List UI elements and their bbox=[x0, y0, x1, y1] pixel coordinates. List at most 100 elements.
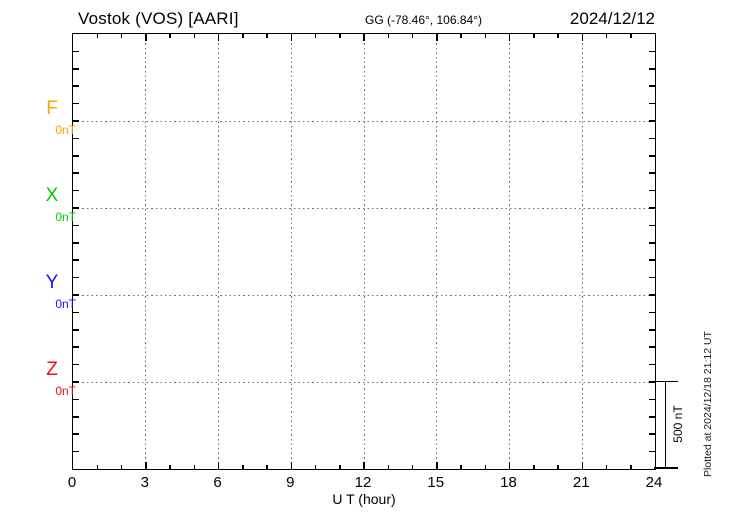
x-tick-label-24: 24 bbox=[645, 474, 663, 491]
right-tick-6 bbox=[649, 137, 655, 140]
right-tick-23 bbox=[649, 433, 655, 435]
right-tick-4 bbox=[649, 102, 655, 105]
top-tick-hour-8 bbox=[266, 34, 268, 38]
zero-gridline-X bbox=[73, 207, 655, 209]
vertical-gridline-hour-12 bbox=[363, 34, 365, 469]
top-tick-hour-2 bbox=[120, 34, 123, 38]
right-tick-21 bbox=[649, 398, 655, 401]
left-tick-17 bbox=[73, 329, 79, 331]
bottom-tick-hour-6 bbox=[217, 462, 220, 469]
component-label-Z: Z bbox=[46, 359, 58, 380]
left-tick-19 bbox=[73, 363, 79, 366]
top-tick-hour-6 bbox=[217, 34, 220, 41]
x-tick-label-15: 15 bbox=[427, 474, 445, 491]
right-tick-12 bbox=[649, 242, 655, 244]
left-tick-24 bbox=[73, 450, 79, 453]
x-tick-label-6: 6 bbox=[213, 474, 222, 491]
top-tick-hour-10 bbox=[314, 34, 317, 38]
right-tick-15 bbox=[649, 294, 655, 296]
left-tick-9 bbox=[73, 189, 79, 192]
plotted-at-note: Plotted at 2024/12/18 21:12 UT bbox=[702, 331, 714, 477]
x-tick-label-12: 12 bbox=[354, 474, 372, 491]
bottom-tick-hour-1 bbox=[96, 465, 98, 469]
left-tick-5 bbox=[73, 120, 79, 122]
top-tick-hour-12 bbox=[363, 34, 365, 41]
vertical-gridline-hour-18 bbox=[509, 34, 510, 469]
left-tick-12 bbox=[73, 242, 79, 244]
bottom-tick-hour-22 bbox=[605, 465, 608, 469]
bottom-tick-hour-16 bbox=[460, 465, 462, 469]
vertical-gridline-hour-6 bbox=[218, 34, 219, 469]
component-label-F: F bbox=[46, 98, 58, 119]
x-tick-label-3: 3 bbox=[140, 474, 149, 491]
component-label-X: X bbox=[45, 185, 59, 206]
x-tick-label-18: 18 bbox=[500, 474, 517, 491]
top-tick-hour-20 bbox=[557, 34, 559, 38]
top-tick-hour-16 bbox=[460, 34, 462, 38]
left-tick-7 bbox=[73, 155, 79, 157]
top-tick-hour-21 bbox=[581, 34, 583, 41]
left-tick-18 bbox=[73, 346, 79, 348]
right-tick-8 bbox=[649, 172, 655, 174]
left-tick-2 bbox=[73, 68, 79, 70]
right-tick-9 bbox=[649, 189, 655, 192]
bottom-tick-hour-19 bbox=[533, 465, 535, 469]
top-tick-hour-18 bbox=[508, 34, 511, 41]
right-tick-24 bbox=[649, 450, 655, 453]
left-tick-3 bbox=[73, 85, 79, 87]
component-label-Y: Y bbox=[45, 272, 59, 293]
bottom-tick-hour-23 bbox=[630, 465, 632, 469]
left-tick-11 bbox=[73, 224, 79, 227]
top-tick-hour-11 bbox=[339, 34, 341, 38]
right-tick-17 bbox=[649, 329, 655, 331]
vertical-gridline-hour-21 bbox=[581, 34, 583, 469]
right-tick-2 bbox=[649, 68, 655, 70]
top-tick-hour-4 bbox=[169, 34, 171, 38]
x-tick-label-21: 21 bbox=[572, 474, 590, 491]
component-zero-label-F: 0nT bbox=[55, 123, 76, 137]
bottom-tick-hour-11 bbox=[339, 465, 341, 469]
observation-date: 2024/12/12 bbox=[569, 9, 655, 28]
top-tick-hour-5 bbox=[193, 34, 195, 38]
left-tick-8 bbox=[73, 172, 79, 174]
left-tick-20 bbox=[73, 381, 79, 383]
left-tick-23 bbox=[73, 433, 79, 435]
top-tick-hour-23 bbox=[630, 34, 632, 38]
top-tick-hour-22 bbox=[605, 34, 608, 38]
right-tick-7 bbox=[649, 155, 655, 157]
right-tick-10 bbox=[649, 207, 655, 209]
left-tick-16 bbox=[73, 311, 79, 314]
left-tick-6 bbox=[73, 137, 79, 140]
left-tick-13 bbox=[73, 259, 79, 261]
x-tick-label-0: 0 bbox=[67, 474, 77, 491]
plot-frame bbox=[72, 33, 656, 470]
right-tick-19 bbox=[649, 363, 655, 366]
left-tick-22 bbox=[73, 416, 79, 418]
top-tick-hour-1 bbox=[96, 34, 98, 38]
left-tick-4 bbox=[73, 102, 79, 105]
zero-gridline-Z bbox=[73, 381, 655, 383]
bottom-tick-hour-21 bbox=[581, 462, 583, 469]
bottom-tick-hour-18 bbox=[508, 462, 511, 469]
scale-bar-top-cap bbox=[654, 380, 678, 382]
right-tick-20 bbox=[649, 381, 655, 383]
vertical-gridline-hour-3 bbox=[145, 34, 147, 469]
right-tick-3 bbox=[649, 85, 655, 87]
bottom-tick-hour-5 bbox=[193, 465, 195, 469]
right-tick-1 bbox=[649, 50, 655, 53]
scale-bar-bottom-cap bbox=[654, 467, 678, 469]
top-tick-hour-19 bbox=[533, 34, 535, 38]
geographic-coordinates: GG (-78.46°, 106.84°) bbox=[365, 13, 482, 27]
right-tick-11 bbox=[649, 224, 655, 227]
bottom-tick-hour-17 bbox=[484, 465, 486, 469]
right-tick-13 bbox=[649, 259, 655, 261]
bottom-tick-hour-20 bbox=[557, 465, 559, 469]
bottom-tick-hour-10 bbox=[314, 465, 317, 469]
left-tick-21 bbox=[73, 398, 79, 401]
bottom-tick-hour-12 bbox=[363, 462, 365, 469]
scale-bar-vertical bbox=[664, 381, 666, 468]
top-tick-hour-9 bbox=[290, 34, 292, 41]
top-tick-hour-15 bbox=[436, 34, 438, 41]
x-axis-title: U T (hour) bbox=[332, 491, 396, 507]
